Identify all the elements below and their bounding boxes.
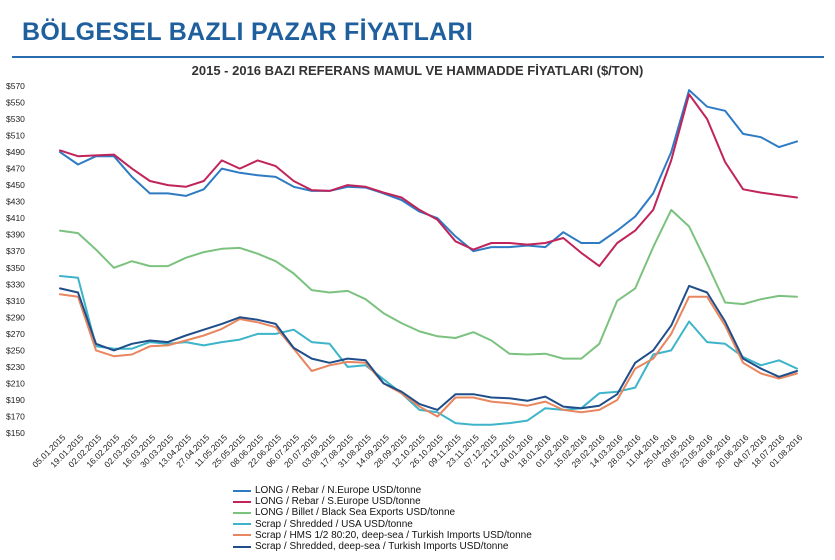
series-line-4 xyxy=(59,275,798,426)
y-tick-label: $330 xyxy=(6,279,25,289)
y-tick-label: $170 xyxy=(6,411,25,421)
y-tick-label: $410 xyxy=(6,213,25,223)
y-tick-label: $430 xyxy=(6,197,25,207)
y-tick-label: $450 xyxy=(6,180,25,190)
legend-label: Scrap / Shredded, deep-sea / Turkish Imp… xyxy=(255,541,509,553)
legend-swatch xyxy=(233,512,251,514)
legend-item: Scrap / HMS 1/2 80:20, deep-sea / Turkis… xyxy=(233,530,532,541)
line-chart: $150 $170 $190 $210 $230 $250 $270 $290 $310 $330… xyxy=(6,81,805,469)
y-tick-label: $310 xyxy=(6,296,25,306)
y-tick-label: $490 xyxy=(6,147,25,157)
chart-title: 2015 - 2016 BAZI REFERANS MAMUL VE HAMMA… xyxy=(191,63,644,78)
legend-swatch xyxy=(233,500,251,503)
legend-item: Scrap / Shredded / USA USD/tonne xyxy=(233,519,532,530)
legend-swatch xyxy=(233,534,251,537)
legend-swatch xyxy=(233,489,251,492)
chart-legend: LONG / Rebar / N.Europe USD/tonne LONG / … xyxy=(233,485,532,552)
y-tick-label: $470 xyxy=(6,164,25,174)
y-tick-label: $350 xyxy=(6,263,25,273)
title-rule xyxy=(12,56,824,58)
series-line-6 xyxy=(59,284,798,411)
legend-label: Scrap / Shredded / USA USD/tonne xyxy=(255,518,413,530)
legend-label: LONG / Rebar / S.Europe USD/tonne xyxy=(255,496,421,508)
y-tick-label: $550 xyxy=(6,98,25,108)
y-tick-label: $570 xyxy=(6,81,25,91)
legend-item: LONG / Rebar / S.Europe USD/tonne xyxy=(233,496,532,507)
y-tick-label: $270 xyxy=(6,329,25,339)
legend-label: Scrap / HMS 1/2 80:20, deep-sea / Turkis… xyxy=(255,529,532,541)
series-line-5 xyxy=(59,293,798,418)
y-tick-label: $530 xyxy=(6,114,25,124)
series-line-3 xyxy=(59,208,798,360)
y-tick-label: $210 xyxy=(6,378,25,388)
series-line-1 xyxy=(59,89,798,253)
page-title: BÖLGESEL BAZLI PAZAR FİYATLARI xyxy=(22,18,474,46)
y-tick-label: $190 xyxy=(6,395,25,405)
legend-item: LONG / Billet / Black Sea Exports USD/to… xyxy=(233,507,532,518)
series-line-2 xyxy=(59,93,798,268)
y-tick-label: $370 xyxy=(6,246,25,256)
legend-swatch xyxy=(233,523,251,526)
y-tick-label: $390 xyxy=(6,230,25,240)
legend-item: Scrap / Shredded, deep-sea / Turkish Imp… xyxy=(233,541,532,552)
y-tick-label: $290 xyxy=(6,312,25,322)
legend-swatch xyxy=(233,545,251,548)
y-tick-label: $150 xyxy=(6,428,25,438)
y-tick-label: $250 xyxy=(6,345,25,355)
y-tick-label: $230 xyxy=(6,362,25,372)
y-tick-label: $510 xyxy=(6,131,25,141)
legend-label: LONG / Billet / Black Sea Exports USD/to… xyxy=(255,507,456,519)
legend-item: LONG / Rebar / N.Europe USD/tonne xyxy=(233,485,532,496)
legend-label: LONG / Rebar / N.Europe USD/tonne xyxy=(255,485,422,496)
